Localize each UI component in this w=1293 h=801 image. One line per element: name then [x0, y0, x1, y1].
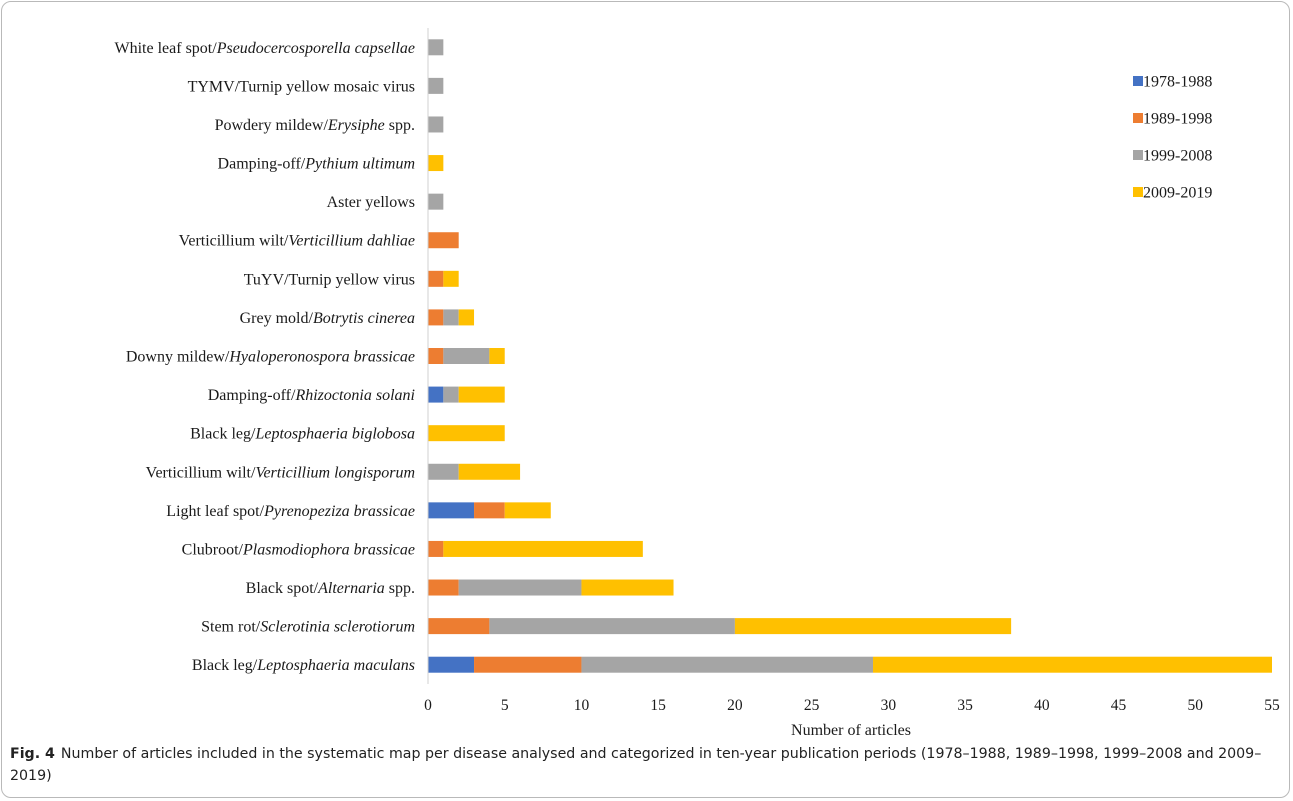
x-tick-label: 40 — [1034, 697, 1050, 714]
category-label: Damping-off/Rhizoctonia solani — [208, 387, 415, 404]
category-label: TuYV/Turnip yellow virus — [244, 271, 415, 288]
bar-segment — [443, 309, 459, 326]
legend-swatch — [1133, 150, 1143, 160]
category-label: Verticillium wilt/Verticillium longispor… — [146, 464, 415, 481]
bar-segment — [458, 579, 582, 596]
stacked-bar-chart: White leaf spot/Pseudocercosporella caps… — [115, 28, 1280, 739]
x-tick-label: 35 — [957, 697, 973, 714]
category-label: Stem rot/Sclerotinia sclerotiorum — [201, 619, 415, 636]
x-tick-label: 30 — [881, 697, 897, 714]
bar-segment — [443, 270, 459, 287]
category-label: Aster yellows — [327, 194, 415, 211]
bar-segment — [581, 656, 874, 673]
bar-segment — [428, 116, 444, 133]
x-axis-title: Number of articles — [791, 722, 911, 739]
legend-label: 1989-1998 — [1143, 111, 1212, 128]
category-label: Black spot/Alternaria spp. — [246, 580, 415, 597]
x-tick-label: 0 — [424, 697, 432, 714]
category-label: TYMV/Turnip yellow mosaic virus — [188, 78, 415, 95]
x-axis: 0 5 10 15 20 25 30 35 40 45 50 55 — [424, 28, 1280, 714]
category-label: Black leg/Leptosphaeria biglobosa — [190, 426, 415, 443]
bar-segment — [504, 502, 551, 519]
bar-segment — [474, 502, 505, 519]
bar-segment — [428, 579, 459, 596]
category-label: Grey mold/Botrytis cinerea — [240, 310, 415, 327]
legend-swatch — [1133, 76, 1143, 86]
caption-label: Fig. 4 — [10, 746, 55, 762]
category-label: Powdery mildew/Erysiphe spp. — [215, 117, 415, 134]
bar-segment — [428, 618, 490, 635]
bar-segment — [428, 77, 444, 94]
category-label: White leaf spot/Pseudocercosporella caps… — [115, 40, 416, 57]
bar-segment — [428, 348, 444, 364]
bar-segment — [873, 656, 1272, 673]
legend-swatch — [1133, 113, 1143, 123]
bar-segment — [428, 309, 444, 326]
category-label: Verticillium wilt/Verticillium dahliae — [179, 233, 415, 250]
bar-segment — [458, 309, 475, 326]
bar-segment — [428, 386, 444, 403]
bar-segment — [443, 386, 459, 403]
legend-label: 2009-2019 — [1143, 185, 1212, 202]
bar-segment — [474, 656, 582, 673]
x-tick-label: 15 — [650, 697, 666, 714]
category-label: Downy mildew/Hyaloperonospora brassicae — [126, 349, 415, 366]
legend-label: 1978-1988 — [1143, 74, 1212, 91]
bar-segment — [443, 348, 490, 364]
x-tick-label: 25 — [804, 697, 820, 714]
x-tick-label: 50 — [1188, 697, 1204, 714]
legend-swatch — [1133, 187, 1143, 197]
x-tick-label: 5 — [501, 697, 509, 714]
category-label: Clubroot/Plasmodiophora brassicae — [182, 541, 415, 558]
caption-text: Number of articles included in the syste… — [10, 746, 1262, 784]
category-labels: White leaf spot/Pseudocercosporella caps… — [115, 40, 416, 674]
x-tick-label: 20 — [727, 697, 743, 714]
x-tick-label: 45 — [1111, 697, 1127, 714]
bar-segment — [428, 463, 459, 480]
bar-segment — [458, 386, 505, 403]
bar-segment — [489, 348, 505, 364]
bar-segment — [443, 540, 643, 557]
x-tick-label: 10 — [574, 697, 590, 714]
category-label: Light leaf spot/Pyrenopeziza brassicae — [166, 503, 415, 520]
bar-segment — [428, 155, 444, 172]
bar-segment — [734, 618, 1012, 635]
bar-segment — [428, 193, 444, 210]
category-label: Black leg/Leptosphaeria maculans — [192, 657, 415, 674]
figure-caption: Fig. 4 Number of articles included in the… — [10, 743, 1280, 787]
bar-segment — [428, 540, 444, 557]
bar-segment — [428, 270, 444, 287]
bar-segment — [581, 579, 674, 596]
x-tick-label: 55 — [1264, 697, 1280, 714]
bar-segment — [428, 425, 505, 442]
bar-segment — [428, 502, 475, 519]
bar-segment — [428, 39, 444, 56]
bars-layer — [428, 39, 1272, 673]
bar-segment — [489, 618, 735, 635]
legend-label: 1999-2008 — [1143, 148, 1212, 165]
bar-segment — [428, 656, 475, 673]
bar-segment — [458, 463, 521, 480]
legend: 1978-1988 1989-1998 1999-2008 2009-2019 — [1133, 74, 1212, 202]
bar-segment — [428, 232, 459, 249]
category-label: Damping-off/Pythium ultimum — [218, 156, 415, 173]
